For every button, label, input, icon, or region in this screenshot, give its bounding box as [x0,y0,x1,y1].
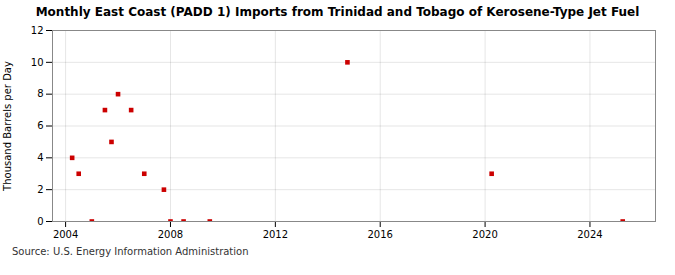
svg-text:2020: 2020 [472,229,497,240]
svg-text:2024: 2024 [577,229,602,240]
html-text:Monthly East Coast (PADD 1) Im: Monthly East Coast (PADD 1) Imports from… [35,5,640,19]
svg-text:4: 4 [37,152,43,163]
svg-text:2: 2 [37,184,43,195]
svg-text:2012: 2012 [263,229,288,240]
svg-text:Thousand Barrels per Day: Thousand Barrels per Day [2,61,13,192]
svg-text:6: 6 [37,120,43,131]
svg-text:10: 10 [31,57,44,68]
svg-text:2008: 2008 [158,229,183,240]
svg-text:12: 12 [31,25,44,36]
html-text:Source: U.S. Energy Informatio: Source: U.S. Energy Information Administ… [12,246,249,257]
svg-text:0: 0 [37,216,43,227]
svg-text:8: 8 [37,88,43,99]
svg-text:2016: 2016 [367,229,392,240]
svg-text:2004: 2004 [53,229,78,240]
